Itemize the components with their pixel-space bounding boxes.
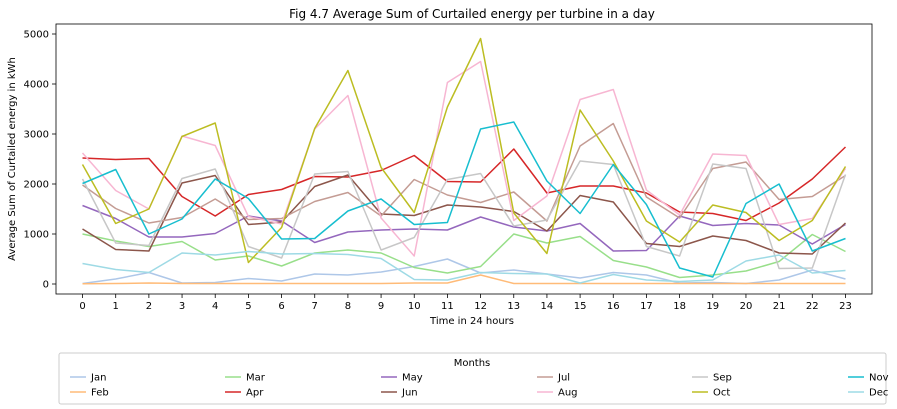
series-line-feb [82,274,846,285]
y-tick-label: 0 [43,280,49,291]
legend-label-jul: Jul [557,373,570,384]
legend-label-mar: Mar [246,373,266,384]
x-tick-label: 5 [245,301,251,312]
legend-title: Months [454,358,491,369]
chart-title: Fig 4.7 Average Sum of Curtailed energy … [289,7,655,21]
series-group [81,37,847,285]
legend-label-jan: Jan [90,373,106,384]
y-tick-label: 2000 [24,180,49,191]
plot-frame [55,23,873,295]
y-axis-ticks: 0 1000 2000 3000 4000 5000 [24,30,56,291]
x-tick-label: 10 [408,301,421,312]
legend-label-jun: Jun [401,388,418,399]
series-line-oct [81,37,847,264]
x-tick-label: 1 [113,301,119,312]
x-tick-label: 19 [706,301,719,312]
series-line-jul [82,122,846,224]
y-tick-label: 3000 [24,130,49,141]
series-line-jan [82,258,846,285]
x-tick-label: 22 [806,301,819,312]
x-axis-label: Time in 24 hours [429,316,514,327]
y-axis-label: Average Sum of Curtailed energy in kWh [7,57,18,261]
legend: Months Jan Feb Mar Apr May Jun Jul Aug Sep Oct Nov… [58,352,889,405]
y-tick-label: 5000 [24,30,49,41]
x-tick-label: 21 [773,301,786,312]
x-tick-label: 9 [378,301,384,312]
series-line-mar [82,233,846,279]
legend-label-nov: Nov [869,373,889,384]
x-tick-label: 17 [640,301,653,312]
legend-label-dec: Dec [869,388,888,399]
legend-label-aug: Aug [558,388,578,399]
legend-label-sep: Sep [713,373,732,384]
legend-label-oct: Oct [713,388,730,399]
x-tick-label: 4 [212,301,218,312]
x-tick-label: 16 [607,301,620,312]
y-tick-label: 1000 [24,230,49,241]
legend-items: Jan Feb Mar Apr May Jun Jul Aug Sep Oct Nov Dec [70,373,889,399]
series-line-aug [81,60,847,257]
x-axis-ticks: 0 1 2 3 4 5 6 7 8 9 10 11 12 13 14 15 16 17 18 19 20 21 22 23 [79,294,852,312]
series-line-nov [82,121,846,278]
legend-label-apr: Apr [246,388,264,399]
x-tick-label: 11 [441,301,454,312]
x-tick-label: 6 [278,301,284,312]
x-tick-label: 13 [507,301,520,312]
x-tick-label: 20 [740,301,753,312]
series-line-dec [82,250,846,284]
x-tick-label: 7 [312,301,318,312]
x-tick-label: 18 [673,301,686,312]
y-tick-label: 4000 [24,80,49,91]
series-line-jun [82,174,847,255]
series-line-may [82,204,846,252]
x-tick-label: 12 [474,301,487,312]
x-tick-label: 8 [345,301,351,312]
x-tick-label: 15 [574,301,587,312]
x-tick-label: 23 [839,301,852,312]
legend-label-feb: Feb [91,388,109,399]
x-tick-label: 2 [146,301,152,312]
legend-label-may: May [402,373,423,384]
x-tick-label: 14 [541,301,554,312]
x-tick-label: 3 [179,301,185,312]
legend-frame [58,352,887,405]
series-line-apr [82,146,847,222]
x-tick-label: 0 [79,301,85,312]
